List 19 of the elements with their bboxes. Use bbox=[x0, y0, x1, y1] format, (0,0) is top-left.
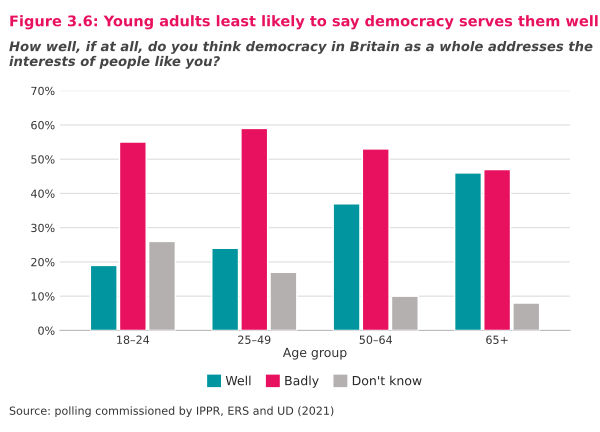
y-tick-label: 60% bbox=[31, 120, 55, 130]
x-axis-title: Age group bbox=[282, 348, 347, 360]
y-tick-label: 40% bbox=[30, 189, 55, 198]
y-tick-label: 20% bbox=[31, 258, 55, 266]
y-tick-label: 0% bbox=[38, 326, 55, 335]
x-tick-label: 50–64 bbox=[360, 336, 392, 344]
chart-subtitle: How well, if at all, do you think democracy in Britain as a whole addresses the interests of people like you? bbox=[9, 41, 592, 69]
legend-label: Don't know bbox=[352, 376, 422, 386]
y-tick-label: 70% bbox=[31, 86, 55, 96]
legend-label: Badly bbox=[285, 376, 319, 388]
y-tick-label: 10% bbox=[32, 292, 55, 301]
y-tick-label: 50% bbox=[31, 155, 55, 164]
x-tick-label: 18–24 bbox=[117, 336, 150, 344]
x-tick-label: 25–49 bbox=[238, 336, 270, 344]
y-tick-label: 30% bbox=[31, 224, 55, 232]
x-tick-label: 65+ bbox=[486, 336, 508, 344]
chart-title: Figure 3.6: Young adults least likely to say democracy serves them well bbox=[10, 15, 598, 30]
legend-label: Well bbox=[226, 376, 250, 386]
source-note: Source: polling commissioned by IPPR, ERS and UD (2021) bbox=[10, 406, 334, 418]
